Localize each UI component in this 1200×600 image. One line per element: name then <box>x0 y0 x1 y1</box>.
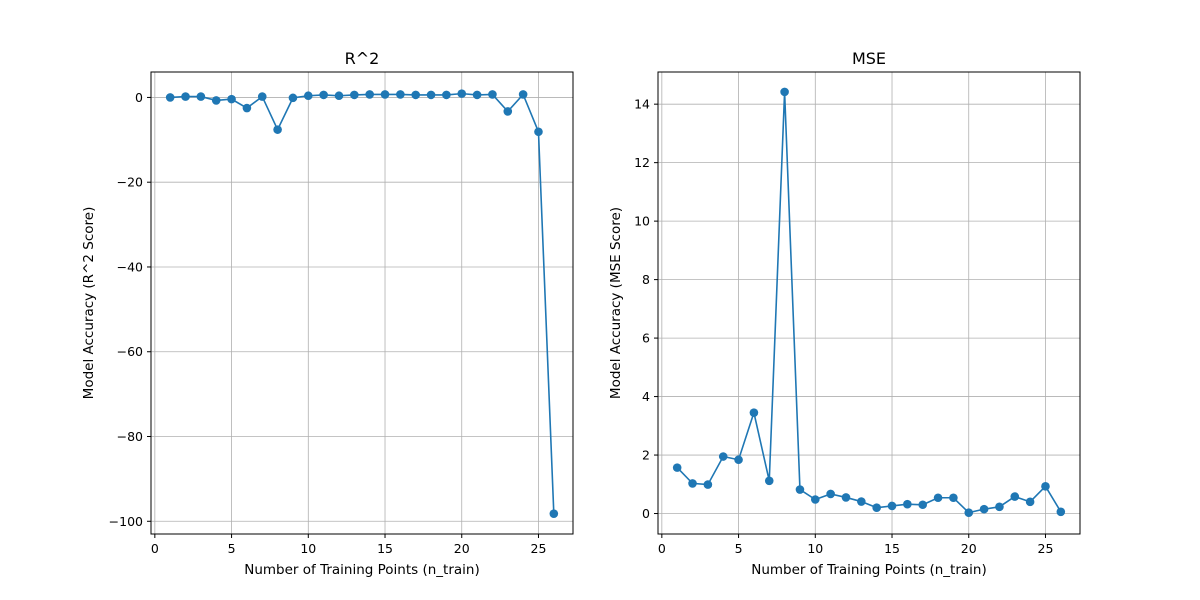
r2-data-point <box>211 96 221 105</box>
r2-data-point <box>365 90 374 99</box>
r2-x-tick-label: 0 <box>151 541 159 556</box>
mse-data-point <box>995 502 1004 512</box>
mse-y-axis-label: Model Accuracy (MSE Score) <box>608 207 624 399</box>
r2-data-point <box>426 90 436 100</box>
r2-data-point <box>472 90 482 100</box>
mse-data-point <box>703 480 713 489</box>
r2-y-tick-label: −20 <box>117 175 143 190</box>
r2-y-axis-label: Model Accuracy (R^2 Score) <box>81 207 97 400</box>
r2-x-tick-label: 25 <box>531 541 547 556</box>
r2-data-point <box>549 509 559 518</box>
mse-data-point <box>949 493 958 503</box>
r2-x-tick-label: 5 <box>228 541 236 556</box>
mse-x-tick-label: 25 <box>1038 541 1054 556</box>
mse-x-tick-label: 5 <box>735 541 743 556</box>
r2-data-point <box>334 91 344 101</box>
mse-data-point <box>1025 497 1035 507</box>
r2-x-tick-label: 20 <box>454 541 470 556</box>
mse-data-point <box>780 87 789 97</box>
mse-plot-frame <box>657 71 1081 535</box>
mse-x-tick-label: 20 <box>961 541 977 556</box>
mse-data-point <box>1010 492 1020 501</box>
mse-data-point <box>810 495 820 504</box>
r2-data-point <box>319 90 328 100</box>
mse-chart-title: MSE <box>852 49 886 68</box>
r2-x-tick-label: 10 <box>300 541 316 556</box>
mse-x-tick-label: 0 <box>658 541 666 556</box>
mse-y-tick-label: 8 <box>642 272 650 287</box>
mse-y-tick-label: 4 <box>642 389 650 404</box>
r2-data-point <box>442 90 451 100</box>
mse-data-point <box>964 508 974 517</box>
r2-data-point <box>196 92 206 101</box>
r2-data-point <box>273 125 282 134</box>
r2-x-axis-label: Number of Training Points (n_train) <box>244 562 480 578</box>
mse-data-point <box>857 497 866 506</box>
mse-data-point <box>749 408 759 417</box>
r2-data-point <box>227 94 236 104</box>
mse-gridlines <box>658 72 1080 534</box>
r2-data-point <box>380 90 390 99</box>
r2-data-point <box>165 93 175 102</box>
r2-data-point <box>411 90 421 100</box>
r2-data-point <box>518 90 528 99</box>
r2-ticks: 0 5 10 15 20 25 0 −20 −40 −60 −80 −100 <box>109 90 547 556</box>
mse-x-axis-label: Number of Training Points (n_train) <box>751 562 987 578</box>
mse-y-tick-label: 0 <box>642 506 650 521</box>
r2-y-tick-label: −40 <box>117 259 143 274</box>
mse-data-point <box>734 455 743 465</box>
r2-chart-title: R^2 <box>345 49 380 68</box>
mse-y-tick-label: 10 <box>634 214 650 229</box>
mse-data-point <box>1041 482 1050 491</box>
r2-x-tick-label: 15 <box>377 541 393 556</box>
mse-data-point <box>764 476 774 486</box>
r2-axes: 0 5 10 15 20 25 0 −20 −40 −60 −80 −100 R^2 Number o… <box>81 49 574 578</box>
mse-data-point <box>979 504 989 514</box>
mse-y-tick-label: 14 <box>634 97 650 112</box>
mse-y-tick-label: 2 <box>642 448 650 463</box>
r2-data-point <box>288 93 298 103</box>
mse-y-tick-label: 12 <box>634 155 650 170</box>
mse-data-point <box>933 493 943 503</box>
r2-y-tick-label: −60 <box>117 344 143 359</box>
mse-ticks: 0 5 10 15 20 25 0 2 4 6 8 10 12 14 <box>634 97 1053 556</box>
mse-x-tick-label: 15 <box>884 541 900 556</box>
mse-y-tick-label: 6 <box>642 331 650 346</box>
mse-data-point <box>826 489 835 499</box>
mse-data-point <box>841 493 851 502</box>
r2-y-tick-label: −100 <box>109 514 143 529</box>
mse-data-point <box>918 500 928 510</box>
r2-data-point <box>457 89 467 98</box>
r2-data-point <box>534 127 543 137</box>
mse-x-tick-label: 10 <box>807 541 823 556</box>
mse-data-point <box>872 503 881 512</box>
mse-data-point <box>795 485 805 494</box>
r2-series <box>165 89 559 518</box>
r2-data-point <box>303 91 313 101</box>
r2-data-point <box>488 90 497 99</box>
mse-data-point <box>718 452 728 461</box>
r2-data-point <box>242 103 252 113</box>
mse-axes: 0 5 10 15 20 25 0 2 4 6 8 10 12 14 MSE Number of Trai… <box>608 49 1081 578</box>
mse-data-point <box>887 501 897 511</box>
r2-data-point <box>503 107 513 116</box>
mse-data-point <box>672 463 682 472</box>
r2-plot-frame <box>150 71 574 535</box>
r2-data-point <box>181 92 190 101</box>
mse-data-point <box>903 499 912 509</box>
mse-data-point <box>1056 507 1066 517</box>
mse-data-point <box>688 479 697 488</box>
r2-y-tick-label: 0 <box>135 90 143 105</box>
r2-data-point <box>257 92 267 101</box>
r2-y-tick-label: −80 <box>117 429 143 444</box>
r2-data-point <box>350 90 359 100</box>
mse-series <box>672 87 1066 517</box>
r2-data-point <box>396 90 405 99</box>
